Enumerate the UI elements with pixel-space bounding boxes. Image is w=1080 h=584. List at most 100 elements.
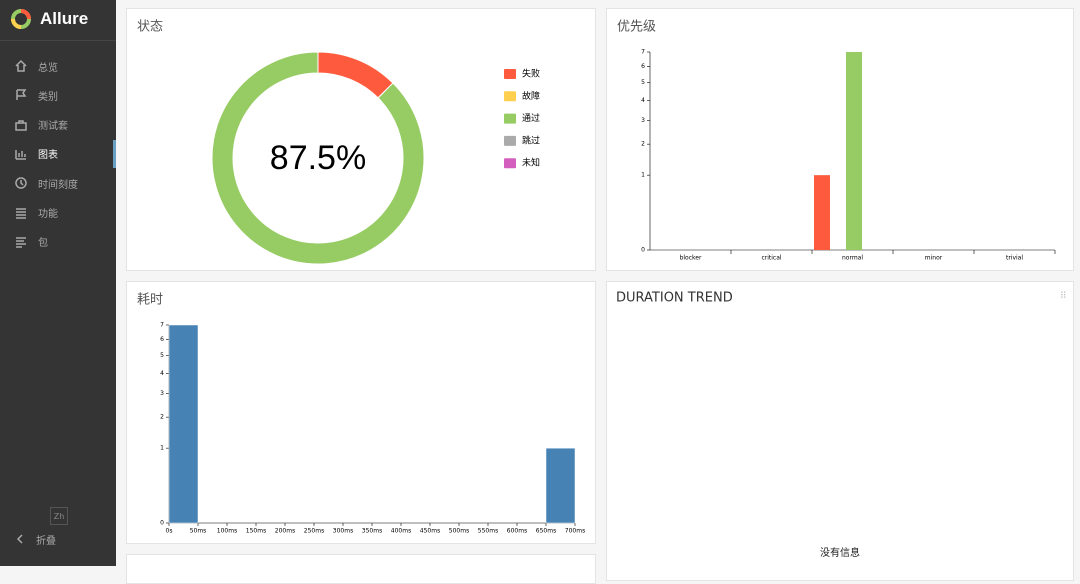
bar — [814, 175, 830, 250]
divider — [0, 40, 116, 41]
x-tick-label: 0s — [166, 528, 173, 535]
nav-label: 类别 — [38, 91, 58, 103]
icon-path — [15, 177, 27, 189]
x-tick-label: critical — [761, 255, 781, 262]
nav-label: 包 — [38, 238, 48, 250]
panel-title: 状态 — [137, 20, 163, 35]
y-tick-label: 6 — [641, 63, 645, 70]
y-tick-label: 4 — [641, 97, 645, 104]
bar — [168, 324, 199, 524]
legend-label: 通过 — [522, 112, 540, 124]
y-tick-label: 3 — [641, 117, 645, 124]
x-tick-label: 100ms — [217, 528, 237, 535]
x-tick-label: 500ms — [449, 528, 469, 535]
panel-title: 耗时 — [137, 293, 163, 308]
pie-slice — [211, 51, 425, 265]
nav-icon — [16, 237, 26, 248]
y-tick-label: 1 — [641, 172, 645, 179]
trend-title: DURATION TREND — [616, 291, 733, 306]
brand[interactable]: Allure — [10, 6, 88, 32]
x-tick-label: 150ms — [246, 528, 266, 535]
x-tick-label: 450ms — [420, 528, 440, 535]
sidebar: Allure 总览类别测试套图表时间刻度功能包 Zh 折叠 — [0, 0, 116, 566]
legend-label: 故障 — [522, 90, 540, 102]
nav-label: 测试套 — [38, 121, 68, 133]
y-tick-label: 2 — [160, 414, 164, 421]
nav-item[interactable]: 包 — [0, 228, 116, 256]
nav-item[interactable]: 图表 — [0, 139, 116, 168]
y-tick-label: 0 — [641, 247, 645, 254]
drag-handle[interactable]: ⠿ — [1060, 291, 1067, 302]
legend-label: 跳过 — [522, 134, 540, 146]
y-tick-label: 1 — [160, 445, 164, 452]
y-tick-label: 3 — [160, 390, 164, 397]
y-tick-label: 4 — [160, 370, 164, 377]
icon-path — [16, 207, 26, 219]
nav-item[interactable]: 时间刻度 — [0, 169, 116, 197]
collapse-label: 折叠 — [36, 535, 56, 547]
x-tick-label: 700ms — [565, 528, 585, 535]
x-tick-label: 650ms — [536, 528, 556, 535]
nav-icon — [15, 149, 26, 160]
legend-swatch — [504, 69, 516, 79]
icon-path — [16, 237, 26, 248]
nav-item[interactable]: 测试套 — [0, 111, 116, 139]
x-tick-label: blocker — [680, 255, 702, 262]
nav-label: 图表 — [38, 150, 58, 162]
y-tick-label: 2 — [641, 141, 645, 148]
y-tick-label: 7 — [160, 322, 164, 329]
collapse-button[interactable]: 折叠 — [0, 525, 116, 553]
legend-swatch — [504, 113, 516, 124]
x-tick-label: 550ms — [478, 528, 498, 535]
legend-label: 未知 — [522, 157, 540, 169]
y-tick-label: 0 — [160, 520, 164, 527]
nav-label: 功能 — [38, 209, 58, 220]
bar — [545, 447, 576, 524]
brand-name: Allure — [40, 9, 89, 28]
y-tick-label: 5 — [160, 352, 164, 359]
logo — [11, 9, 31, 29]
legend-swatch — [504, 91, 516, 102]
x-tick-label: 300ms — [333, 528, 353, 535]
legend-label: 失败 — [522, 68, 540, 80]
y-tick-label: 6 — [160, 336, 164, 343]
language-button[interactable]: Zh — [50, 507, 68, 525]
x-tick-label: 400ms — [391, 528, 411, 535]
y-tick-label: 5 — [641, 79, 645, 86]
x-tick-label: minor — [925, 255, 943, 262]
x-tick-label: normal — [842, 255, 863, 262]
nav-label: 时间刻度 — [38, 179, 78, 191]
x-tick-label: 50ms — [190, 528, 207, 535]
panel-title: 优先级 — [617, 20, 656, 35]
icon-path — [15, 149, 26, 160]
nav-item[interactable]: 类别 — [0, 81, 116, 109]
nav-item[interactable]: 总览 — [0, 52, 116, 80]
panel — [126, 8, 596, 271]
x-tick-label: 250ms — [304, 528, 324, 535]
icon-path — [15, 119, 27, 131]
x-tick-label: 200ms — [275, 528, 295, 535]
legend-swatch — [504, 135, 516, 146]
legend-swatch — [504, 158, 516, 169]
nav-icon — [16, 207, 26, 219]
panel — [126, 281, 596, 544]
center-label: 87.5% — [270, 139, 366, 177]
panel — [606, 8, 1074, 271]
x-tick-label: trivial — [1006, 255, 1023, 262]
nav-icon — [15, 59, 27, 72]
icon-path — [15, 59, 27, 72]
y-tick-label: 7 — [641, 49, 645, 56]
x-tick-label: 350ms — [362, 528, 382, 535]
trend-message: 没有信息 — [820, 546, 860, 559]
nav-icon — [15, 119, 27, 131]
pie-slice — [317, 51, 394, 99]
nav-icon — [16, 89, 27, 101]
bar — [846, 52, 862, 250]
collapse-icon — [16, 534, 23, 544]
x-tick-label: 600ms — [507, 528, 527, 535]
nav-label: 总览 — [38, 62, 58, 74]
icon-path — [16, 89, 27, 101]
nav-item[interactable]: 功能 — [0, 199, 116, 227]
